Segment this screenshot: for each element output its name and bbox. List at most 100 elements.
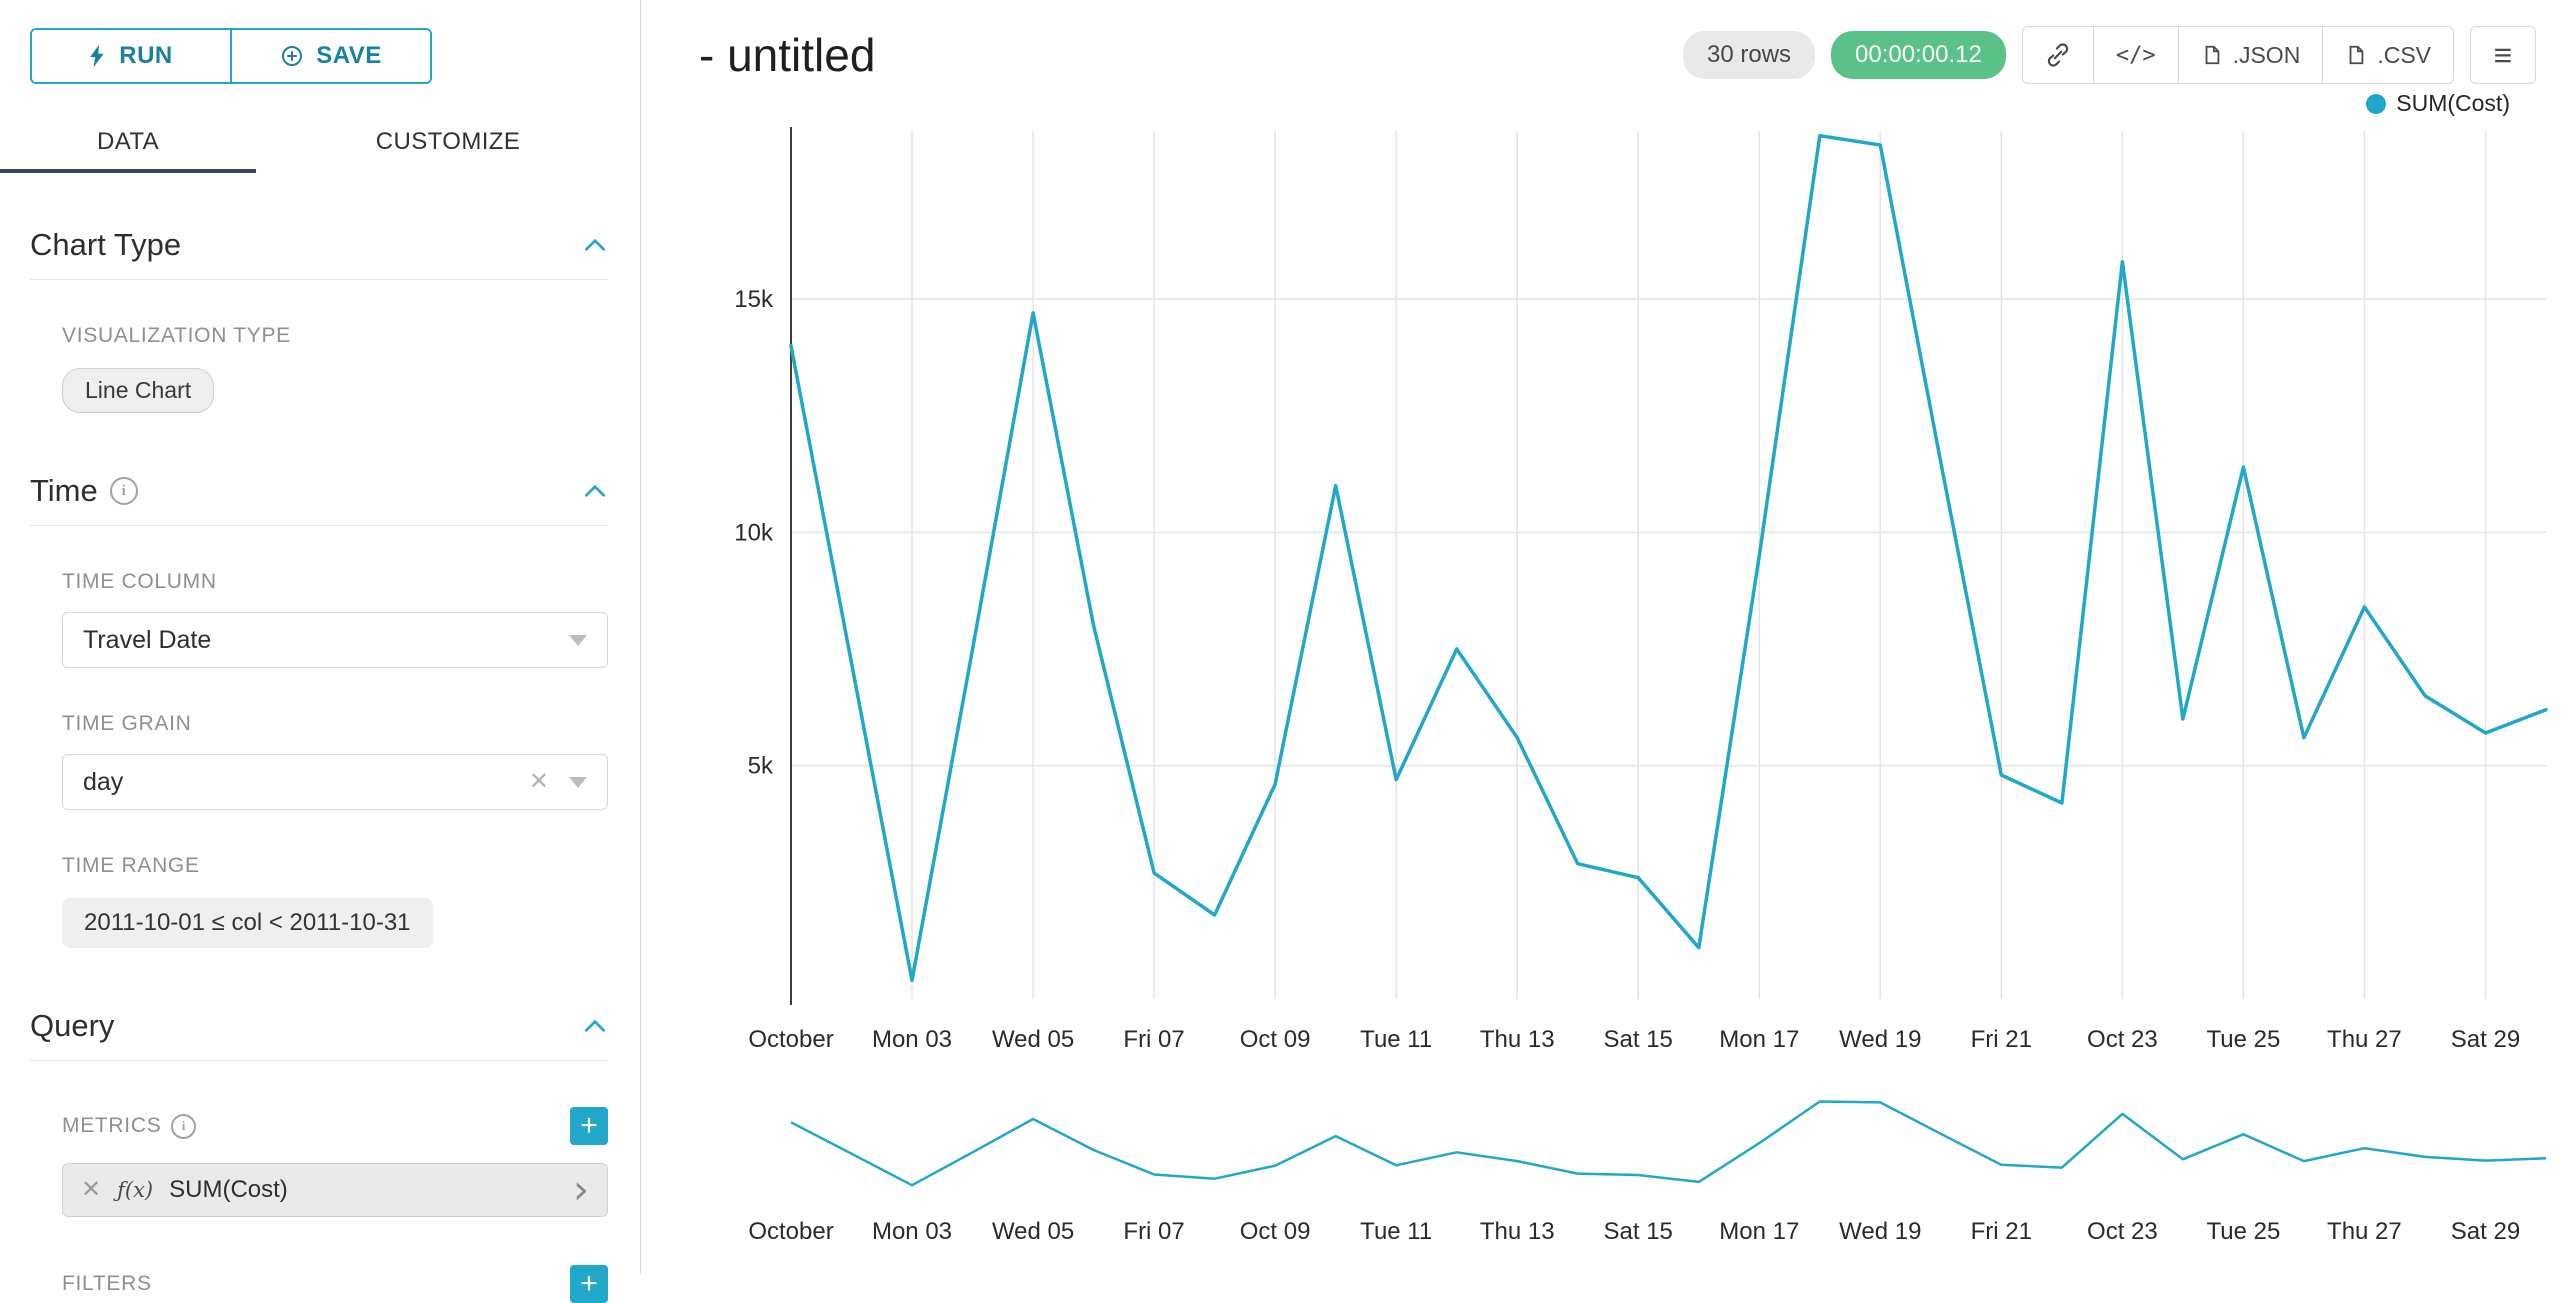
x-axis-tick-label: Wed 19 [1839,1026,1921,1053]
chart-area: - untitled 30 rows 00:00:00.12 </> [641,0,2576,1274]
time-column-select[interactable]: Travel Date [62,612,608,668]
remove-metric-icon[interactable]: ✕ [81,1176,102,1203]
range-brush-mini-chart[interactable]: October Mon 03 Wed 05 Fri 07 Oct 09 Tue 11 Thu… [641,1087,2576,1255]
x-axis-tick-label: Oct 09 [1240,1218,1311,1245]
section-time-title: Time [30,473,98,508]
chevron-up-icon[interactable] [582,235,608,255]
lightning-icon [90,44,104,68]
chart-header: - untitled 30 rows 00:00:00.12 </> [641,0,2576,88]
mini-series-line [790,1100,2547,1187]
section-time-body: TIME COLUMN Travel Date TIME GRAIN day ✕… [30,570,608,948]
metrics-label: METRICS i [62,1113,197,1139]
time-grain-select[interactable]: day ✕ [62,754,608,810]
x-axis-tick-label: Mon 03 [872,1218,952,1245]
export-button-group: </> .JSON .CSV [2021,26,2454,84]
add-metric-button[interactable]: + [570,1107,608,1145]
section-chart-type-header[interactable]: Chart Type [30,227,608,280]
metric-item[interactable]: ✕ ƒ(x) SUM(Cost) › [62,1163,608,1217]
section-chart-type-title: Chart Type [30,227,182,262]
control-panel-sidebar: RUN SAVE DATA CUSTOMIZE Chart Type [0,0,641,1303]
export-csv-label: .CSV [2377,41,2431,68]
tab-data[interactable]: DATA [0,112,256,173]
section-chart-type-body: VISUALIZATION TYPE Line Chart [30,324,608,413]
y-axis-tick-label: 10k [734,519,774,546]
time-range-pill[interactable]: 2011-10-01 ≤ col < 2011-10-31 [62,898,433,948]
x-axis-tick-label: Mon 17 [1719,1218,1799,1245]
time-grain-value: day [83,767,124,796]
main-line-chart[interactable]: 5k 10k 15k October Mon 03 Wed 05 Fri 07 Oct 09 T… [641,121,2576,1067]
tab-customize[interactable]: CUSTOMIZE [375,128,521,155]
chart-legend[interactable]: SUM(Cost) [641,88,2576,121]
time-range-label: TIME RANGE [62,854,200,877]
x-axis-tick-label: Oct 23 [2087,1026,2158,1053]
filters-header-row: FILTERS + [62,1265,608,1303]
hamburger-icon: ≡ [2493,36,2513,73]
viz-type-label: VISUALIZATION TYPE [62,324,291,347]
add-filter-button[interactable]: + [570,1265,608,1303]
x-axis-tick-label: Tue 25 [2206,1026,2280,1053]
time-column-value: Travel Date [83,625,212,654]
chart-header-actions: 30 rows 00:00:00.12 </> [1682,26,2536,84]
x-axis-tick-label: Fri 21 [1971,1218,2032,1245]
x-axis-tick-label: Wed 05 [992,1218,1074,1245]
export-csv-button[interactable]: .CSV [2322,26,2454,84]
info-icon: i [171,1113,197,1139]
caret-down-icon [569,634,587,646]
section-time-header[interactable]: Time i [30,473,608,526]
code-icon: </> [2115,42,2156,68]
x-axis-tick-label: Wed 05 [992,1026,1074,1053]
x-axis-tick-label: Tue 25 [2206,1218,2280,1245]
info-icon: i [109,477,138,505]
viz-type-pill[interactable]: Line Chart [62,368,215,413]
chevron-up-icon[interactable] [582,481,608,501]
clear-icon[interactable]: ✕ [528,768,549,795]
time-column-label: TIME COLUMN [62,570,217,593]
save-button-label: SAVE [316,42,382,69]
x-axis-tick-label: Tue 11 [1360,1026,1432,1053]
x-axis-tick-label: Wed 19 [1839,1218,1921,1245]
x-axis-tick-label: Fri 21 [1971,1026,2032,1053]
x-axis-tick-label: Oct 23 [2087,1218,2158,1245]
export-json-label: .JSON [2232,41,2301,68]
x-axis-tick-label: Thu 13 [1480,1026,1555,1053]
metrics-label-text: METRICS [62,1114,162,1137]
main-series-line [789,133,2548,983]
x-axis-tick-label: Fri 07 [1123,1026,1184,1053]
metric-name: SUM(Cost) [169,1176,288,1203]
control-tabs: DATA CUSTOMIZE [0,112,640,173]
x-axis-tick-label: Sat 15 [1604,1218,1673,1245]
x-axis-tick-label: Sat 29 [2451,1218,2520,1245]
x-axis-tick-label: Oct 09 [1240,1026,1311,1053]
query-controls: RUN SAVE [0,0,640,84]
time-grain-label: TIME GRAIN [62,712,192,735]
x-axis-tick-label: Thu 13 [1480,1218,1555,1245]
x-axis-tick-label: Mon 03 [872,1026,952,1053]
x-axis-tick-label: Fri 07 [1123,1218,1184,1245]
embed-code-button[interactable]: </> [2092,26,2179,84]
section-query-header[interactable]: Query [30,1008,608,1061]
run-button-label: RUN [119,42,173,69]
legend-dot [2366,93,2387,114]
chevron-up-icon[interactable] [582,1016,608,1036]
file-icon [2349,45,2364,65]
filters-label-text: FILTERS [62,1272,152,1295]
chart-title: - untitled [699,29,876,81]
save-button[interactable]: SAVE [230,30,430,82]
caret-down-icon [569,776,587,788]
legend-label: SUM(Cost) [2396,90,2510,116]
export-json-button[interactable]: .JSON [2177,26,2324,84]
x-axis-tick-label: Tue 11 [1360,1218,1432,1245]
menu-button[interactable]: ≡ [2470,26,2536,84]
chevron-right-icon[interactable]: › [573,1167,589,1213]
control-panel-scroll: Chart Type VISUALIZATION TYPE Line Chart… [0,227,640,1303]
y-axis-tick-label: 15k [734,286,774,313]
share-link-button[interactable] [2021,26,2094,84]
plus-circle-icon [282,46,303,66]
x-axis-tick-label: Sat 15 [1604,1026,1673,1053]
x-axis-tick-label: Mon 17 [1719,1026,1799,1053]
metrics-header-row: METRICS i + [62,1107,608,1145]
file-icon [2205,45,2219,65]
rows-badge: 30 rows [1682,31,1816,79]
run-button[interactable]: RUN [32,30,230,82]
section-query-title: Query [30,1008,115,1043]
